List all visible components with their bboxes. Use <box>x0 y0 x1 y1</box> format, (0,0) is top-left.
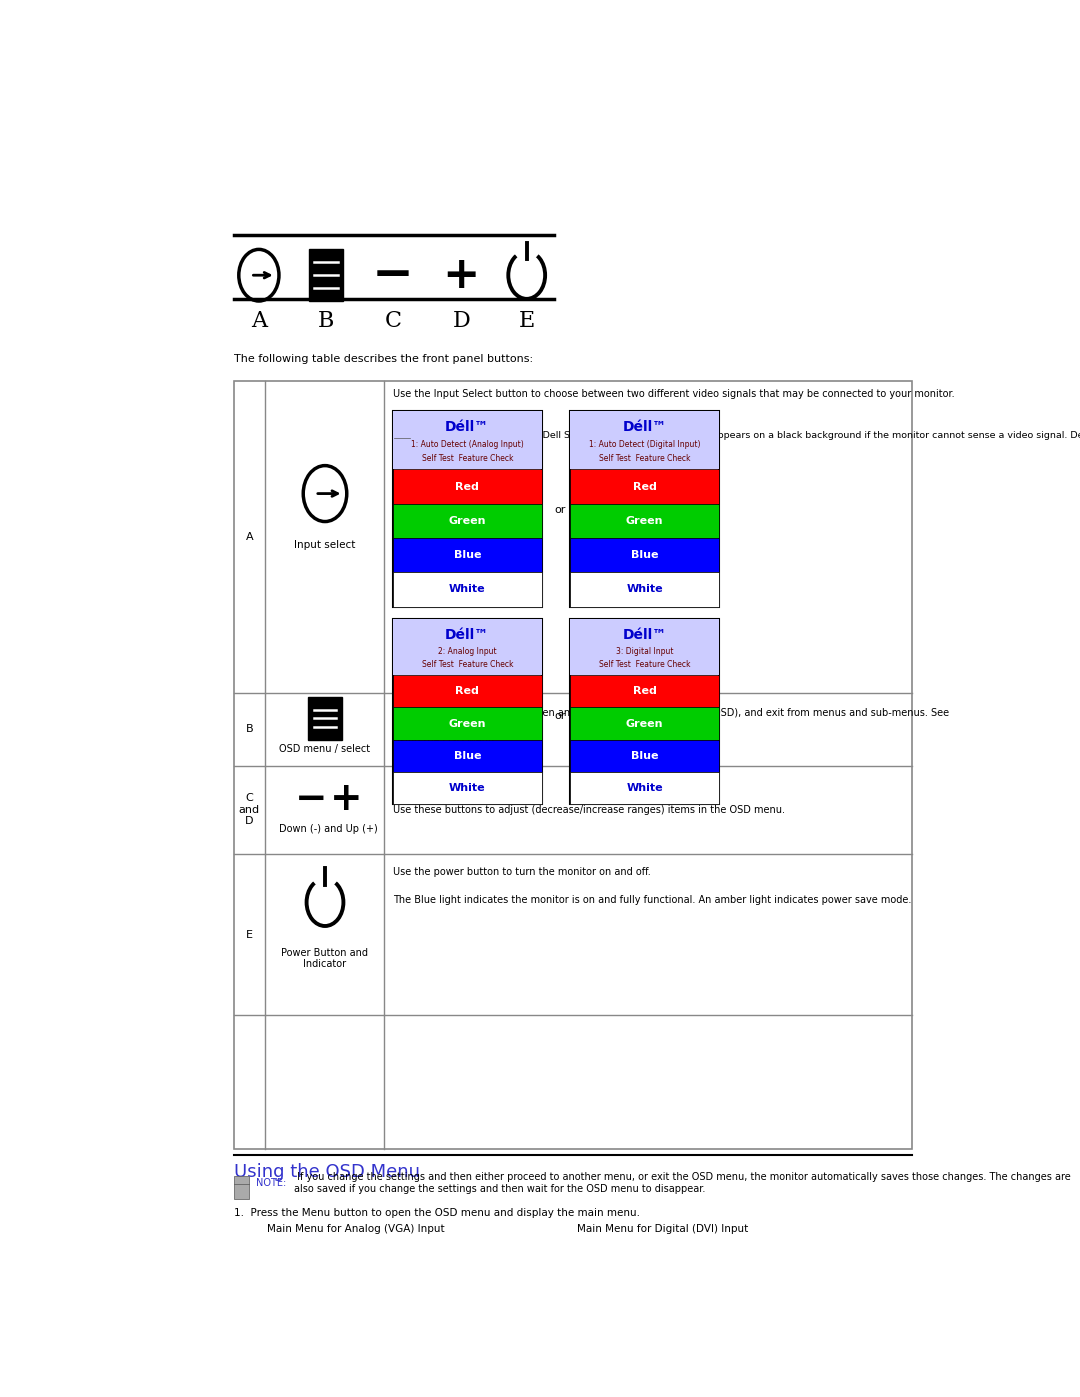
Bar <box>570 411 719 606</box>
Bar <box>393 538 542 573</box>
Text: Use the power button to turn the monitor on and off.: Use the power button to turn the monitor… <box>393 866 650 877</box>
Text: Déll™: Déll™ <box>445 420 489 434</box>
Text: D: D <box>453 310 470 332</box>
Text: Red: Red <box>456 482 480 492</box>
Text: 3: Digital Input: 3: Digital Input <box>616 647 674 657</box>
Text: Blue: Blue <box>454 550 481 560</box>
Text: Input select: Input select <box>295 541 355 550</box>
Text: NOTE: NOTE: The floating 'Dell Self-test Feature Check' dialog appears on a blac: NOTE: NOTE: The floating 'Dell Self-test… <box>416 432 1080 440</box>
Bar <box>570 469 719 504</box>
Text: Power Button and
Indicator: Power Button and Indicator <box>282 947 368 970</box>
Text: The Blue light indicates the monitor is on and fully functional. An amber light : The Blue light indicates the monitor is … <box>393 895 912 905</box>
Text: Green: Green <box>448 515 486 525</box>
Bar <box>570 573 719 606</box>
Text: B: B <box>318 310 334 332</box>
Text: The following table describes the front panel buttons:: The following table describes the front … <box>233 353 532 363</box>
Text: 2: Analog Input: 2: Analog Input <box>438 647 497 657</box>
Text: NOTE:: NOTE: <box>256 1178 286 1187</box>
Bar <box>393 504 542 538</box>
Text: Using the OSD Menu: Using the OSD Menu <box>233 1162 420 1180</box>
Text: Green: Green <box>626 515 663 525</box>
Text: The Menu button is used to open and exit the on-screen display (OSD), and exit f: The Menu button is used to open and exit… <box>393 708 949 718</box>
Bar <box>393 411 542 606</box>
Text: Use these buttons to adjust (decrease/increase ranges) items in the OSD menu.: Use these buttons to adjust (decrease/in… <box>393 805 785 814</box>
Text: White: White <box>626 584 663 594</box>
Bar <box>570 675 719 707</box>
Text: +: + <box>443 254 481 296</box>
Text: Down (-) and Up (+): Down (-) and Up (+) <box>279 824 378 834</box>
Bar <box>570 504 719 538</box>
Text: 1.  Press the Menu button to open the OSD menu and display the main menu.: 1. Press the Menu button to open the OSD… <box>233 1208 639 1218</box>
Bar <box>570 619 719 805</box>
Text: White: White <box>626 784 663 793</box>
Text: Main Menu for Digital (DVI) Input: Main Menu for Digital (DVI) Input <box>577 1224 748 1234</box>
Text: Blue: Blue <box>454 750 481 761</box>
Text: or: or <box>554 711 566 721</box>
Text: C
and
D: C and D <box>239 793 260 827</box>
Text: or: or <box>554 504 566 514</box>
Text: Déll™: Déll™ <box>445 629 489 643</box>
Text: Using the OSD Menu.: Using the OSD Menu. <box>393 736 497 746</box>
Bar <box>394 429 409 455</box>
Text: 1: Auto Detect (Analog Input): 1: Auto Detect (Analog Input) <box>410 440 524 450</box>
Text: OSD menu / select: OSD menu / select <box>280 743 370 753</box>
Text: Red: Red <box>633 686 657 696</box>
Text: Self Test  Feature Check: Self Test Feature Check <box>421 661 513 669</box>
Text: Main Menu for Analog (VGA) Input: Main Menu for Analog (VGA) Input <box>267 1224 445 1234</box>
Bar <box>393 469 542 504</box>
Text: Déll™: Déll™ <box>623 629 666 643</box>
Bar <box>570 773 719 805</box>
Bar <box>393 619 542 805</box>
Text: Blue: Blue <box>631 550 659 560</box>
Text: Green: Green <box>448 718 486 728</box>
Text: Blue: Blue <box>631 750 659 761</box>
Text: White: White <box>449 784 486 793</box>
Text: −: − <box>372 251 414 299</box>
Bar <box>570 739 719 773</box>
Bar <box>570 707 719 739</box>
Text: Self Test  Feature Check: Self Test Feature Check <box>421 454 513 464</box>
Text: −: − <box>295 780 327 819</box>
Text: C: C <box>384 310 402 332</box>
Text: Self Test  Feature Check: Self Test Feature Check <box>599 661 690 669</box>
Bar <box>309 250 342 300</box>
Text: +: + <box>329 780 362 819</box>
Bar <box>393 739 542 773</box>
Text: Self Test  Feature Check: Self Test Feature Check <box>599 454 690 464</box>
Bar <box>393 707 542 739</box>
Text: Red: Red <box>633 482 657 492</box>
Text: B: B <box>245 724 253 735</box>
Bar <box>233 1175 248 1199</box>
Bar <box>570 538 719 573</box>
Text: Use the Input Select button to choose between two different video signals that m: Use the Input Select button to choose be… <box>393 390 955 400</box>
Text: White: White <box>449 584 486 594</box>
Bar <box>393 573 542 606</box>
Bar <box>233 380 912 1148</box>
Text: E: E <box>518 310 535 332</box>
Bar <box>393 773 542 805</box>
Text: Déll™: Déll™ <box>623 420 666 434</box>
Bar <box>308 697 341 740</box>
Text: If you change the settings and then either proceed to another menu, or exit the : If you change the settings and then eith… <box>294 1172 1070 1194</box>
Text: A: A <box>245 532 253 542</box>
Text: Green: Green <box>626 718 663 728</box>
Bar <box>393 411 542 469</box>
Text: 1: Auto Detect (Digital Input): 1: Auto Detect (Digital Input) <box>589 440 701 450</box>
Text: A: A <box>251 310 267 332</box>
Text: Red: Red <box>456 686 480 696</box>
Bar <box>570 411 719 469</box>
Text: E: E <box>246 929 253 940</box>
Bar <box>393 619 542 675</box>
Bar <box>570 619 719 675</box>
Bar <box>393 675 542 707</box>
